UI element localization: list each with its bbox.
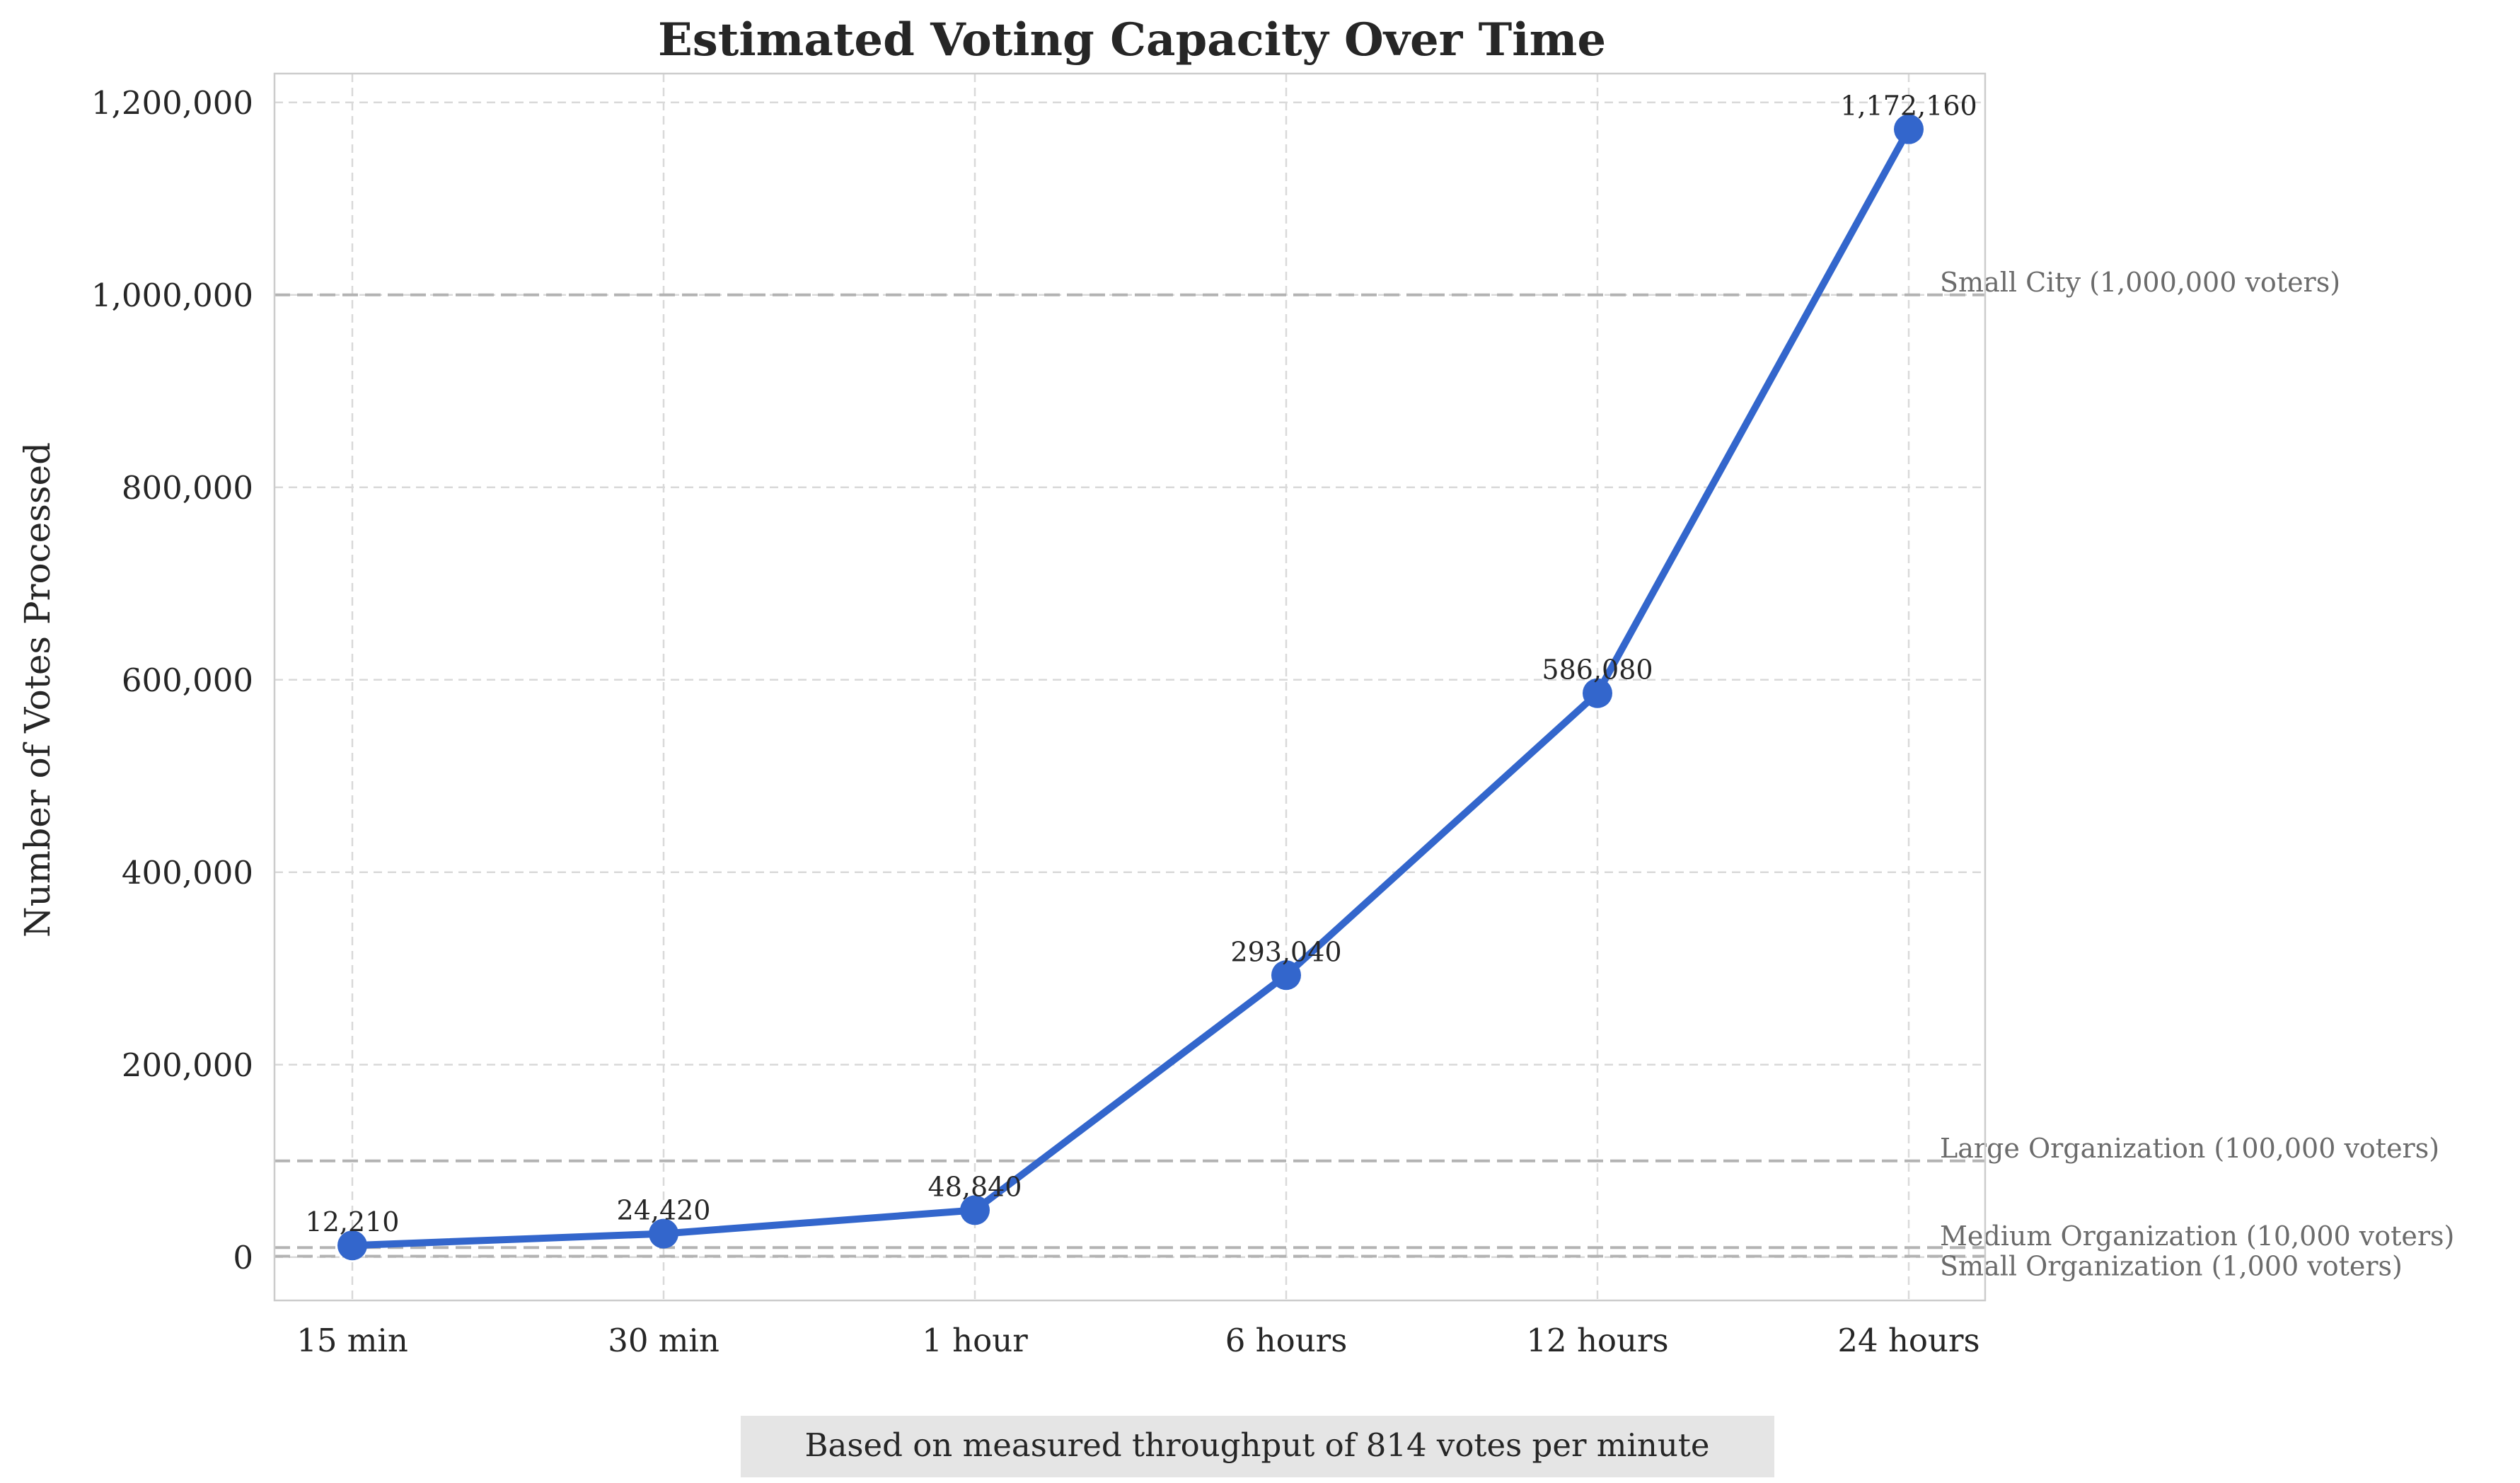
x-tick-label-3: 6 hours	[1225, 1322, 1348, 1359]
grid-lines	[274, 74, 1985, 1300]
footnote: Based on measured throughput of 814 vote…	[741, 1416, 1774, 1477]
series-votes	[337, 114, 1924, 1261]
x-tick-label-0: 15 min	[296, 1322, 408, 1359]
y-axis-label: Number of Votes Processed	[17, 442, 58, 937]
reference-lines: Small City (1,000,000 voters) Large Organ…	[274, 267, 2454, 1281]
y-tick-label-3: 600,000	[122, 662, 253, 699]
reference-label-1: Large Organization (100,000 voters)	[1940, 1133, 2439, 1164]
footnote-text: Based on measured throughput of 814 vote…	[804, 1426, 1709, 1464]
x-tick-label-4: 12 hours	[1526, 1322, 1668, 1359]
reference-label-3: Small Organization (1,000 voters)	[1940, 1250, 2403, 1281]
footnote-box	[741, 1416, 1774, 1477]
data-point-2	[960, 1195, 990, 1225]
series-line-0	[349, 125, 1912, 1250]
x-tick-label-1: 30 min	[608, 1322, 719, 1359]
reference-label-2: Medium Organization (10,000 voters)	[1940, 1221, 2454, 1252]
y-tick-label-2: 400,000	[122, 854, 253, 891]
data-labels: 12,210 24,420 48,840 293,040 586,080 1,172,16…	[306, 91, 1977, 1238]
data-label-4: 586,080	[1542, 654, 1653, 686]
data-label-5: 1,172,160	[1840, 91, 1977, 122]
data-label-0: 12,210	[306, 1206, 400, 1237]
y-axis-ticks: 0 200,000 400,000 600,000 800,000 1,000,000 1,…	[91, 84, 253, 1276]
chart-title: Estimated Voting Capacity Over Time	[658, 13, 1606, 67]
data-point-1	[649, 1218, 678, 1249]
data-label-3: 293,040	[1230, 936, 1341, 967]
y-tick-label-6: 1,200,000	[91, 84, 253, 122]
y-tick-label-1: 200,000	[122, 1046, 253, 1084]
data-point-5	[1894, 114, 1924, 144]
data-label-1: 24,420	[617, 1195, 711, 1226]
data-point-0	[337, 1230, 367, 1261]
x-tick-label-2: 1 hour	[922, 1322, 1028, 1359]
y-tick-label-4: 800,000	[122, 469, 253, 507]
data-point-4	[1583, 678, 1612, 708]
x-tick-label-5: 24 hours	[1837, 1322, 1979, 1359]
data-point-3	[1271, 960, 1301, 991]
data-label-2: 48,840	[928, 1171, 1022, 1202]
reference-label-0: Small City (1,000,000 voters)	[1940, 267, 2340, 298]
x-axis-ticks: 15 min 30 min 1 hour 6 hours 12 hours 24 hour…	[296, 1322, 1979, 1359]
plot-area-frame	[273, 72, 1987, 1302]
y-tick-label-5: 1,000,000	[91, 277, 253, 314]
y-tick-label-0: 0	[233, 1239, 253, 1276]
